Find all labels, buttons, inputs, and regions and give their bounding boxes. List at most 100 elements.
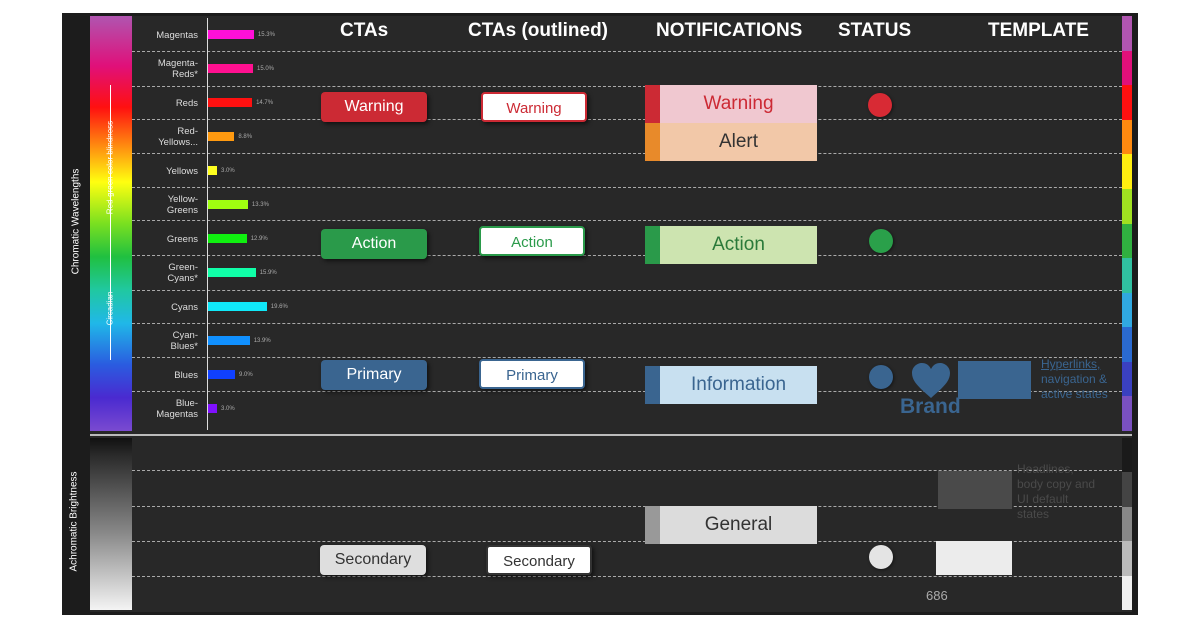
notification-general-stripe	[645, 506, 660, 544]
wavelength-bar	[208, 370, 235, 379]
cta-outlined-secondary-button[interactable]: Secondary	[486, 545, 592, 575]
brand-color-swatch	[958, 361, 1031, 399]
right-gray-band-segment	[1122, 506, 1132, 542]
bar-value-label: 13.9%	[253, 337, 271, 344]
headlines-description: Headlines, body copy and UI default stat…	[1017, 462, 1095, 522]
right-gray-band-segment	[1122, 438, 1132, 473]
category-label: Blue- Magentas	[156, 398, 198, 420]
wavelength-bar	[208, 166, 217, 175]
row-gridline	[132, 255, 1122, 256]
bar-value-label: 3.0%	[221, 167, 235, 174]
notification-alert-stripe	[645, 123, 660, 161]
brand-label: Brand	[900, 395, 961, 418]
notification-action-text: Action	[660, 226, 817, 264]
achromatic-gradient-bar	[90, 438, 132, 610]
wavelength-bar	[208, 64, 253, 73]
cta-secondary-button[interactable]: Secondary	[320, 545, 426, 575]
right-band-segment	[1122, 258, 1132, 294]
row-gridline	[132, 220, 1122, 221]
bar-value-label: 12.9%	[250, 235, 268, 242]
cta-outlined-warning-button[interactable]: Warning	[481, 92, 587, 122]
right-gray-band-segment	[1122, 575, 1132, 611]
row-gridline	[132, 290, 1122, 291]
wavelength-bar	[208, 98, 253, 107]
header-template: TEMPLATE	[988, 20, 1089, 41]
row-gridline	[132, 187, 1122, 188]
right-band-segment	[1122, 327, 1132, 363]
diagram-board	[90, 16, 1132, 612]
spectrum-range-line	[110, 85, 111, 360]
right-band-segment	[1122, 361, 1132, 397]
hyperlinks-description: Hyperlinks, navigation & active states	[1041, 357, 1108, 402]
bar-value-label: 9.0%	[239, 371, 253, 378]
row-gridline	[132, 506, 1122, 507]
notification-information-text: Information	[660, 366, 817, 404]
status-red-dot	[868, 93, 892, 117]
cta-outlined-primary-button[interactable]: Primary	[479, 359, 585, 389]
right-band-segment	[1122, 85, 1132, 121]
light-color-swatch	[936, 541, 1012, 575]
notification-general-text: General	[660, 506, 817, 544]
category-label: Cyan- Blues*	[170, 330, 198, 352]
right-band-segment	[1122, 119, 1132, 155]
right-gray-band-segment	[1122, 541, 1132, 577]
headlines-line-1: Headlines,	[1017, 462, 1074, 476]
hyperlinks-line-2: navigation &	[1041, 372, 1108, 386]
right-band-segment	[1122, 292, 1132, 328]
heart-icon	[912, 363, 950, 398]
wavelength-bar	[208, 132, 235, 141]
status-blue-dot	[869, 365, 893, 389]
header-notifications: NOTIFICATIONS	[656, 20, 803, 41]
row-gridline	[132, 541, 1122, 542]
cta-action-button[interactable]: Action	[321, 229, 427, 259]
row-gridline	[132, 86, 1122, 87]
notification-information-stripe	[645, 366, 660, 404]
row-gridline	[132, 470, 1122, 471]
wavelength-bar	[208, 302, 267, 311]
hyperlinks-line-3: active states	[1041, 387, 1108, 401]
notification-action: Action	[645, 226, 817, 264]
right-gray-band-segment	[1122, 472, 1132, 508]
chromatic-wavelengths-label: Chromatic Wavelengths	[70, 168, 82, 275]
category-label: Red- Yellows...	[158, 126, 198, 148]
category-label: Magenta- Reds*	[157, 58, 198, 80]
right-band-segment	[1122, 50, 1132, 86]
wavelength-bar	[208, 268, 256, 277]
cta-primary-button[interactable]: Primary	[321, 360, 427, 390]
row-gridline	[132, 153, 1122, 154]
headlines-line-3: UI default	[1017, 492, 1069, 506]
notification-warning-stripe	[645, 85, 660, 123]
right-band-segment	[1122, 396, 1132, 432]
cta-outlined-action-button[interactable]: Action	[479, 226, 585, 256]
template-number: 686	[926, 588, 948, 603]
category-label: Cyans	[171, 301, 198, 313]
right-band-segment	[1122, 16, 1132, 52]
bar-value-label: 15.9%	[259, 269, 277, 276]
wavelength-bar	[208, 200, 248, 209]
right-band-segment	[1122, 154, 1132, 190]
notification-alert-text: Alert	[660, 123, 817, 161]
wavelength-bar	[208, 404, 217, 413]
notification-warning-text: Warning	[660, 85, 817, 123]
bar-value-label: 15.3%	[257, 31, 275, 38]
hyperlinks-line-1[interactable]: Hyperlinks,	[1041, 357, 1101, 371]
bar-value-label: 15.0%	[257, 65, 275, 72]
notification-alert: Alert	[645, 123, 817, 161]
category-label: Green- Cyans*	[167, 262, 198, 284]
right-band-segment	[1122, 223, 1132, 259]
wavelength-bar	[208, 30, 254, 39]
circadian-label: Circadian	[105, 291, 115, 326]
achromatic-brightness-label: Achromatic Brightness	[68, 471, 80, 572]
bar-value-label: 3.0%	[221, 405, 235, 412]
notification-general: General	[645, 506, 817, 544]
headlines-color-swatch	[938, 471, 1012, 509]
header-ctas-outlined: CTAs (outlined)	[468, 20, 609, 41]
headlines-line-2: body copy and	[1017, 477, 1096, 491]
cta-warning-button[interactable]: Warning	[321, 92, 427, 122]
header-ctas: CTAs	[340, 20, 389, 41]
row-gridline	[132, 391, 1122, 392]
right-band-segment	[1122, 188, 1132, 224]
headlines-line-4: states	[1017, 507, 1050, 521]
bar-value-label: 19.6%	[270, 303, 288, 310]
bar-axis-line	[207, 18, 208, 430]
